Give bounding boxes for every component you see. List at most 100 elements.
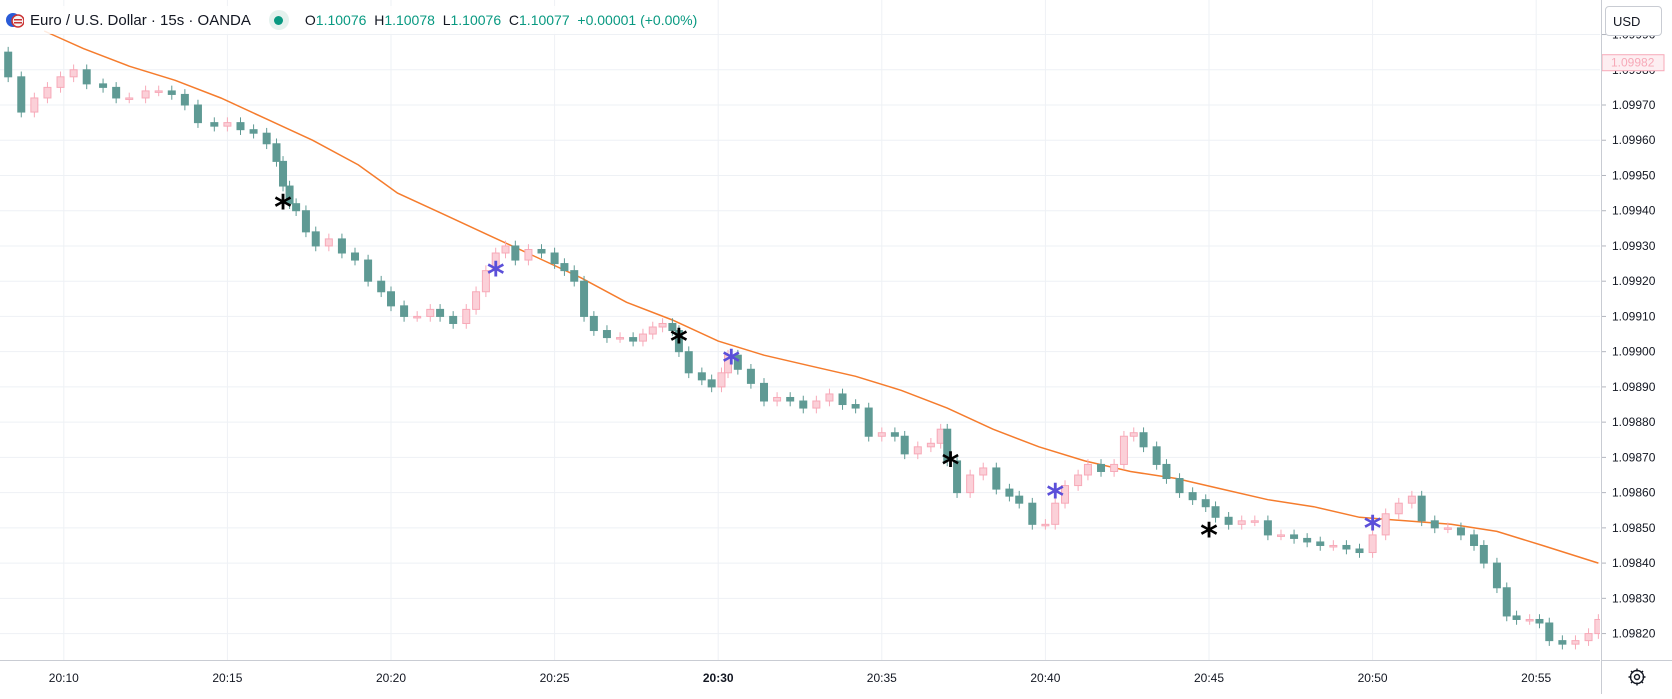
candle [43,82,52,104]
candle [733,349,742,375]
candle [511,240,520,266]
candle-body [1303,537,1312,543]
close-value: 1.10077 [519,12,570,28]
price-tick-label: 1.09870 [1612,450,1656,464]
candle-body [537,248,546,254]
signal-markers-layer: * * * * * * * * [274,188,1382,556]
candle [1074,469,1083,491]
candle-body [1152,446,1161,465]
candle-body [1316,541,1325,546]
candle [851,399,860,414]
candle [668,318,677,336]
candle-body [1535,618,1544,624]
candle [1342,540,1351,555]
current-price-tag [1601,54,1665,72]
candle-body [17,76,26,113]
candle [1470,529,1479,551]
candle [1479,540,1488,569]
candle [1329,540,1338,551]
chart-area[interactable]: * * * * * * * * [0,0,1603,660]
candle-body [1381,513,1390,536]
candle [570,265,579,287]
price-tick-label: 1.09830 [1612,591,1656,605]
current-price-label: 1.09982 [1611,56,1655,70]
candle [943,423,952,467]
candle-body [1061,485,1070,504]
candle-body [1571,640,1580,645]
time-axis-labels: 20:10 20:15 20:20 20:25 20:30 20:35 20:40 20:45… [49,671,1552,685]
candle [838,388,847,410]
candle [472,286,481,315]
candle-body [1237,520,1246,525]
candle [1139,427,1148,453]
candle-body [900,435,909,455]
price-tick-label: 1.09890 [1612,380,1656,394]
candle [1512,610,1521,625]
currency-button[interactable]: USD [1605,6,1662,36]
candle [1276,529,1285,541]
candle-body [1276,534,1285,537]
time-tick-label: 20:35 [867,671,897,685]
candle-body [926,442,935,448]
candle-body [1051,502,1060,525]
candle [1316,536,1325,551]
candle-body [193,104,202,124]
candle [629,332,638,347]
candle-body [825,393,834,402]
signal-marker: * [274,188,292,228]
candle [69,64,78,83]
candle [900,430,909,460]
symbol-title[interactable]: Euro / U.S. Dollar · 15s · OANDA [30,11,251,29]
candle-body [472,291,481,310]
candle-body [1250,520,1259,523]
price-chart[interactable]: * * * * * * * * [0,0,1603,660]
candle-body [580,280,589,317]
candle [825,388,834,407]
candle-body [1502,587,1511,617]
candle [491,247,500,276]
candle-body [1355,548,1364,554]
candle-body [979,467,988,476]
candle [589,311,598,336]
candle [249,124,258,139]
candle-body [1015,495,1024,504]
candle [400,300,409,322]
candle [1535,614,1544,629]
candle-body [1083,463,1092,476]
axis-corner [1601,660,1672,694]
candle [223,117,232,132]
candle [311,226,320,252]
price-axis[interactable]: 1.099901.099801.099701.099601.099501.099… [1601,0,1672,660]
candle-body [1290,534,1299,539]
candle [30,92,39,118]
candle [1584,628,1593,646]
candle [167,85,176,100]
candle-body [180,93,189,106]
candle-body [707,379,716,388]
candle [82,64,91,90]
candle [616,332,625,343]
price-tick-label: 1.09940 [1612,204,1656,218]
time-tick-label: 20:15 [212,671,242,685]
candle-body [760,382,769,402]
candle [890,427,899,442]
candle [193,99,202,128]
time-axis[interactable]: 20:10 20:15 20:20 20:25 20:30 20:35 20:40 20:45… [0,660,1600,694]
candle [99,78,108,93]
candle-body [1470,534,1479,546]
candle-body [1525,618,1534,622]
market-open-dot-icon[interactable] [268,10,289,30]
change-value: +0.00001 (+0.00%) [577,12,698,28]
candle [272,138,281,167]
candle-body [249,129,258,134]
candle-body [864,407,873,437]
eurusd-flag-icon[interactable] [6,11,24,29]
candle-body [112,86,121,99]
candle [746,364,755,389]
candle [1175,473,1184,498]
candle [112,82,121,104]
candle-body [413,315,422,319]
price-tick-label: 1.09930 [1612,239,1656,253]
gear-icon[interactable] [1627,667,1647,687]
candle [387,286,396,312]
